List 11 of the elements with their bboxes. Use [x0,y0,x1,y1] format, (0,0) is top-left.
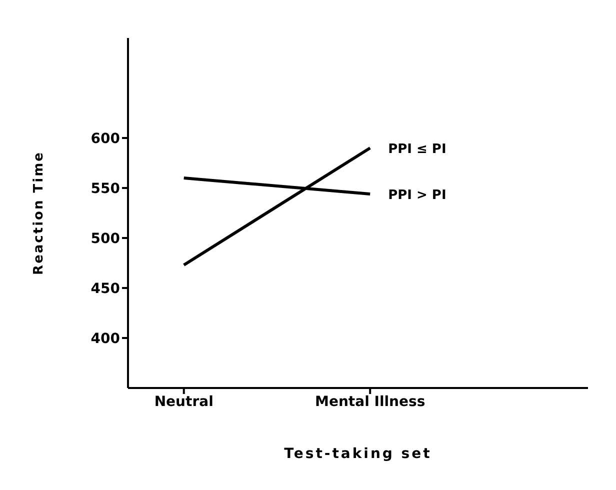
x-tick-label: Neutral [154,394,214,410]
y-axis-title: Reaction Time [32,151,47,275]
series-label: PPI > PI [388,188,446,203]
series-label: PPI ≤ PI [388,142,446,157]
y-tick-label: 550 [90,180,120,197]
x-tick-label: Mental Illness [315,394,426,410]
y-tick-label: 500 [90,230,120,247]
y-tick-label: 450 [90,280,120,297]
y-tick-label: 600 [90,130,120,147]
x-axis-title: Test-taking set [284,446,432,462]
y-tick-label: 400 [90,330,120,347]
